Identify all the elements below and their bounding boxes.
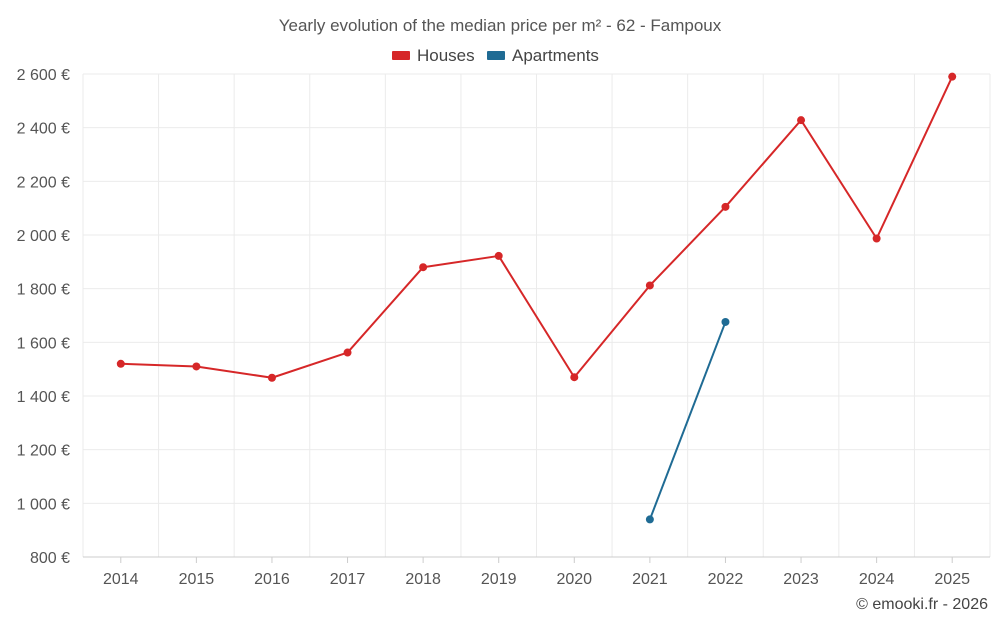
data-point-houses[interactable] [721, 202, 730, 211]
y-tick-label: 1 000 € [17, 496, 70, 513]
y-tick-label: 1 200 € [17, 443, 70, 460]
y-tick-label: 1 800 € [17, 282, 70, 299]
y-tick-label: 1 400 € [17, 389, 70, 406]
legend-label-apartments: Apartments [512, 46, 599, 65]
data-point-houses[interactable] [645, 281, 654, 290]
y-tick-label: 800 € [30, 550, 70, 567]
data-point-houses[interactable] [116, 359, 125, 368]
y-tick-label: 2 400 € [17, 121, 70, 138]
x-axis: 2014 2015 2016 2017 2018 2019 2020 2021 2022 2023… [83, 556, 990, 588]
data-point-houses[interactable] [267, 373, 276, 382]
y-tick-label: 2 200 € [17, 174, 70, 191]
data-point-apartments[interactable] [645, 515, 654, 524]
gridlines [82, 73, 991, 557]
legend-swatch-apartments [487, 51, 505, 60]
data-point-houses[interactable] [570, 373, 579, 382]
data-point-houses[interactable] [192, 362, 201, 371]
y-tick-label: 1 600 € [17, 335, 70, 352]
legend-item-houses[interactable]: Houses [392, 46, 475, 65]
data-point-apartments[interactable] [721, 317, 730, 326]
x-tick-label: 2015 [179, 571, 215, 588]
x-tick-label: 2022 [708, 571, 744, 588]
x-tick-label: 2021 [632, 571, 668, 588]
legend-label-houses: Houses [417, 46, 475, 65]
series-apartments [645, 317, 730, 524]
x-tick-label: 2016 [254, 571, 290, 588]
x-tick-label: 2024 [859, 571, 895, 588]
chart-title: Yearly evolution of the median price per… [279, 16, 722, 35]
y-axis: 800 € 1 000 € 1 200 € 1 400 € 1 600 € 1 800 €… [17, 67, 70, 567]
legend: Houses Apartments [392, 46, 599, 65]
x-tick-label: 2018 [405, 571, 441, 588]
data-point-houses[interactable] [419, 263, 428, 272]
credit-text: © emooki.fr - 2026 [856, 596, 988, 613]
series-layer [116, 72, 957, 524]
x-tick-label: 2017 [330, 571, 366, 588]
x-tick-label: 2025 [934, 571, 970, 588]
y-tick-label: 2 600 € [17, 67, 70, 84]
data-point-houses[interactable] [343, 348, 352, 357]
legend-swatch-houses [392, 51, 410, 60]
x-tick-label: 2019 [481, 571, 517, 588]
y-tick-label: 2 000 € [17, 228, 70, 245]
data-point-houses[interactable] [872, 234, 881, 243]
x-tick-label: 2023 [783, 571, 819, 588]
data-point-houses[interactable] [948, 72, 957, 81]
x-tick-label: 2020 [556, 571, 592, 588]
data-point-houses[interactable] [494, 251, 503, 260]
x-tick-label: 2014 [103, 571, 139, 588]
legend-item-apartments[interactable]: Apartments [487, 46, 599, 65]
series-line-houses [120, 76, 954, 379]
data-point-houses[interactable] [797, 116, 806, 125]
series-line-apartments [648, 321, 727, 520]
series-houses [116, 72, 957, 382]
